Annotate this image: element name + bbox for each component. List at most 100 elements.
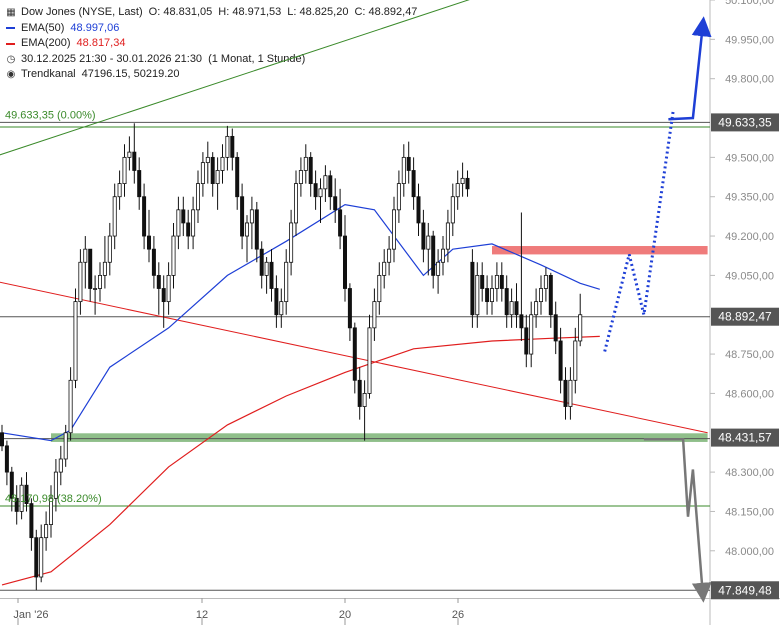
candle-body-69 — [338, 209, 343, 237]
candle-body-91 — [445, 222, 450, 250]
x-tick-label-3: 26 — [452, 609, 464, 621]
candle-body-74 — [362, 393, 367, 407]
y-tick-label-10: 48.150,00 — [725, 506, 774, 518]
candle-body-40 — [195, 183, 200, 211]
price-label-text-0: 49.633,35 — [718, 115, 772, 129]
candle-body-42 — [205, 156, 210, 164]
candle-body-98 — [480, 274, 485, 289]
candle-body-10 — [49, 497, 54, 525]
period-range: 30.12.2025 21:30 - 30.01.2026 21:30 — [21, 52, 203, 65]
candle-body-25 — [122, 156, 127, 184]
candles-layer — [0, 123, 583, 591]
candle-body-87 — [426, 235, 431, 250]
candle-body-112 — [548, 274, 553, 316]
candle-body-72 — [352, 327, 357, 381]
trend-channel-line-0 — [0, 281, 708, 434]
candle-body-117 — [573, 340, 578, 381]
candle-body-65 — [318, 188, 323, 198]
visibility-toggle-icon[interactable]: ▦ — [6, 7, 16, 18]
candle-body-116 — [568, 379, 573, 407]
y-tick-label-4: 49.350,00 — [725, 192, 774, 204]
legend-row-main: ▦ Dow Jones (NYSE, Last) O: 48.831,05 H:… — [6, 5, 417, 21]
legend-row-ema50[interactable]: EMA(50) 48.997,06 — [6, 21, 417, 37]
candle-body-109 — [534, 301, 539, 316]
candle-body-14 — [68, 379, 73, 434]
candle-body-73 — [357, 379, 362, 407]
candle-body-35 — [171, 235, 176, 276]
ema200-line — [1, 335, 600, 586]
candle-body-46 — [225, 135, 230, 158]
y-tick-label-7: 48.750,00 — [725, 349, 774, 361]
candle-body-95 — [465, 177, 470, 190]
price-label-bg-2 — [711, 428, 779, 447]
x-tick-label-1: 12 — [196, 609, 208, 621]
y-tick-label-8: 48.600,00 — [725, 388, 774, 400]
candle-body-58 — [284, 261, 289, 303]
candle-body-44 — [215, 170, 220, 184]
legend-row-channel[interactable]: ◉ Trendkanal 47196.15, 50219.20 — [6, 67, 417, 83]
candle-body-28 — [137, 170, 142, 198]
ohlc-close: C: 48.892,47 — [354, 6, 418, 18]
candle-body-36 — [176, 209, 181, 237]
zone-1 — [492, 246, 708, 255]
candle-body-83 — [406, 156, 411, 171]
zone-0 — [51, 433, 708, 442]
candle-body-56 — [274, 288, 279, 316]
price-label-text-1: 48.892,47 — [718, 310, 772, 324]
candle-body-39 — [191, 209, 196, 237]
candle-body-89 — [436, 261, 441, 276]
candle-body-97 — [475, 274, 480, 316]
candle-body-7 — [34, 537, 39, 578]
candle-body-12 — [58, 458, 63, 473]
candle-body-15 — [73, 301, 78, 381]
candle-body-1 — [4, 445, 9, 473]
candle-body-13 — [63, 432, 68, 460]
price-label-bg-3 — [711, 581, 779, 600]
candle-body-57 — [279, 301, 284, 316]
ema50-line — [1, 203, 600, 442]
candle-body-76 — [372, 301, 377, 329]
ema50-label: EMA(50) — [21, 21, 65, 34]
candle-body-70 — [342, 235, 347, 289]
ema200-swatch — [6, 42, 15, 45]
price-label-3: 47.849,48 — [711, 581, 779, 600]
candle-body-60 — [293, 183, 298, 224]
candle-body-68 — [333, 196, 338, 211]
candle-body-113 — [553, 314, 558, 342]
chart-legend: ▦ Dow Jones (NYSE, Last) O: 48.831,05 H:… — [6, 5, 417, 83]
candle-body-81 — [396, 183, 401, 211]
candle-body-75 — [367, 327, 372, 394]
candle-body-62 — [303, 156, 308, 171]
candle-body-54 — [264, 261, 269, 276]
candle-body-63 — [308, 156, 313, 184]
candle-body-34 — [166, 274, 171, 303]
candle-body-55 — [269, 261, 274, 289]
candle-body-103 — [504, 288, 509, 316]
candle-body-38 — [186, 222, 191, 237]
candle-body-3 — [14, 497, 19, 512]
candle-body-64 — [313, 183, 318, 198]
candle-body-96 — [470, 261, 475, 316]
candle-body-52 — [254, 209, 259, 250]
record-icon: ◉ — [6, 69, 16, 80]
y-tick-label-9: 48.300,00 — [725, 467, 774, 479]
y-tick-label-3: 49.500,00 — [725, 152, 774, 164]
ema200-value: 48.817,34 — [76, 37, 126, 49]
candle-body-45 — [220, 156, 225, 171]
candle-body-101 — [494, 274, 499, 289]
candle-body-77 — [377, 274, 382, 303]
candle-body-5 — [24, 484, 29, 504]
candle-body-26 — [127, 151, 132, 158]
candle-body-51 — [249, 209, 254, 224]
candle-body-8 — [39, 537, 44, 578]
candle-body-23 — [112, 196, 117, 237]
channel-values: 47196.15, 50219.20 — [81, 68, 180, 80]
candle-body-84 — [411, 170, 416, 198]
legend-row-ema200[interactable]: EMA(200) 48.817,34 — [6, 36, 417, 52]
candle-body-27 — [132, 151, 137, 171]
candle-body-31 — [151, 248, 156, 276]
candle-body-9 — [44, 524, 49, 539]
candle-body-6 — [29, 503, 34, 539]
